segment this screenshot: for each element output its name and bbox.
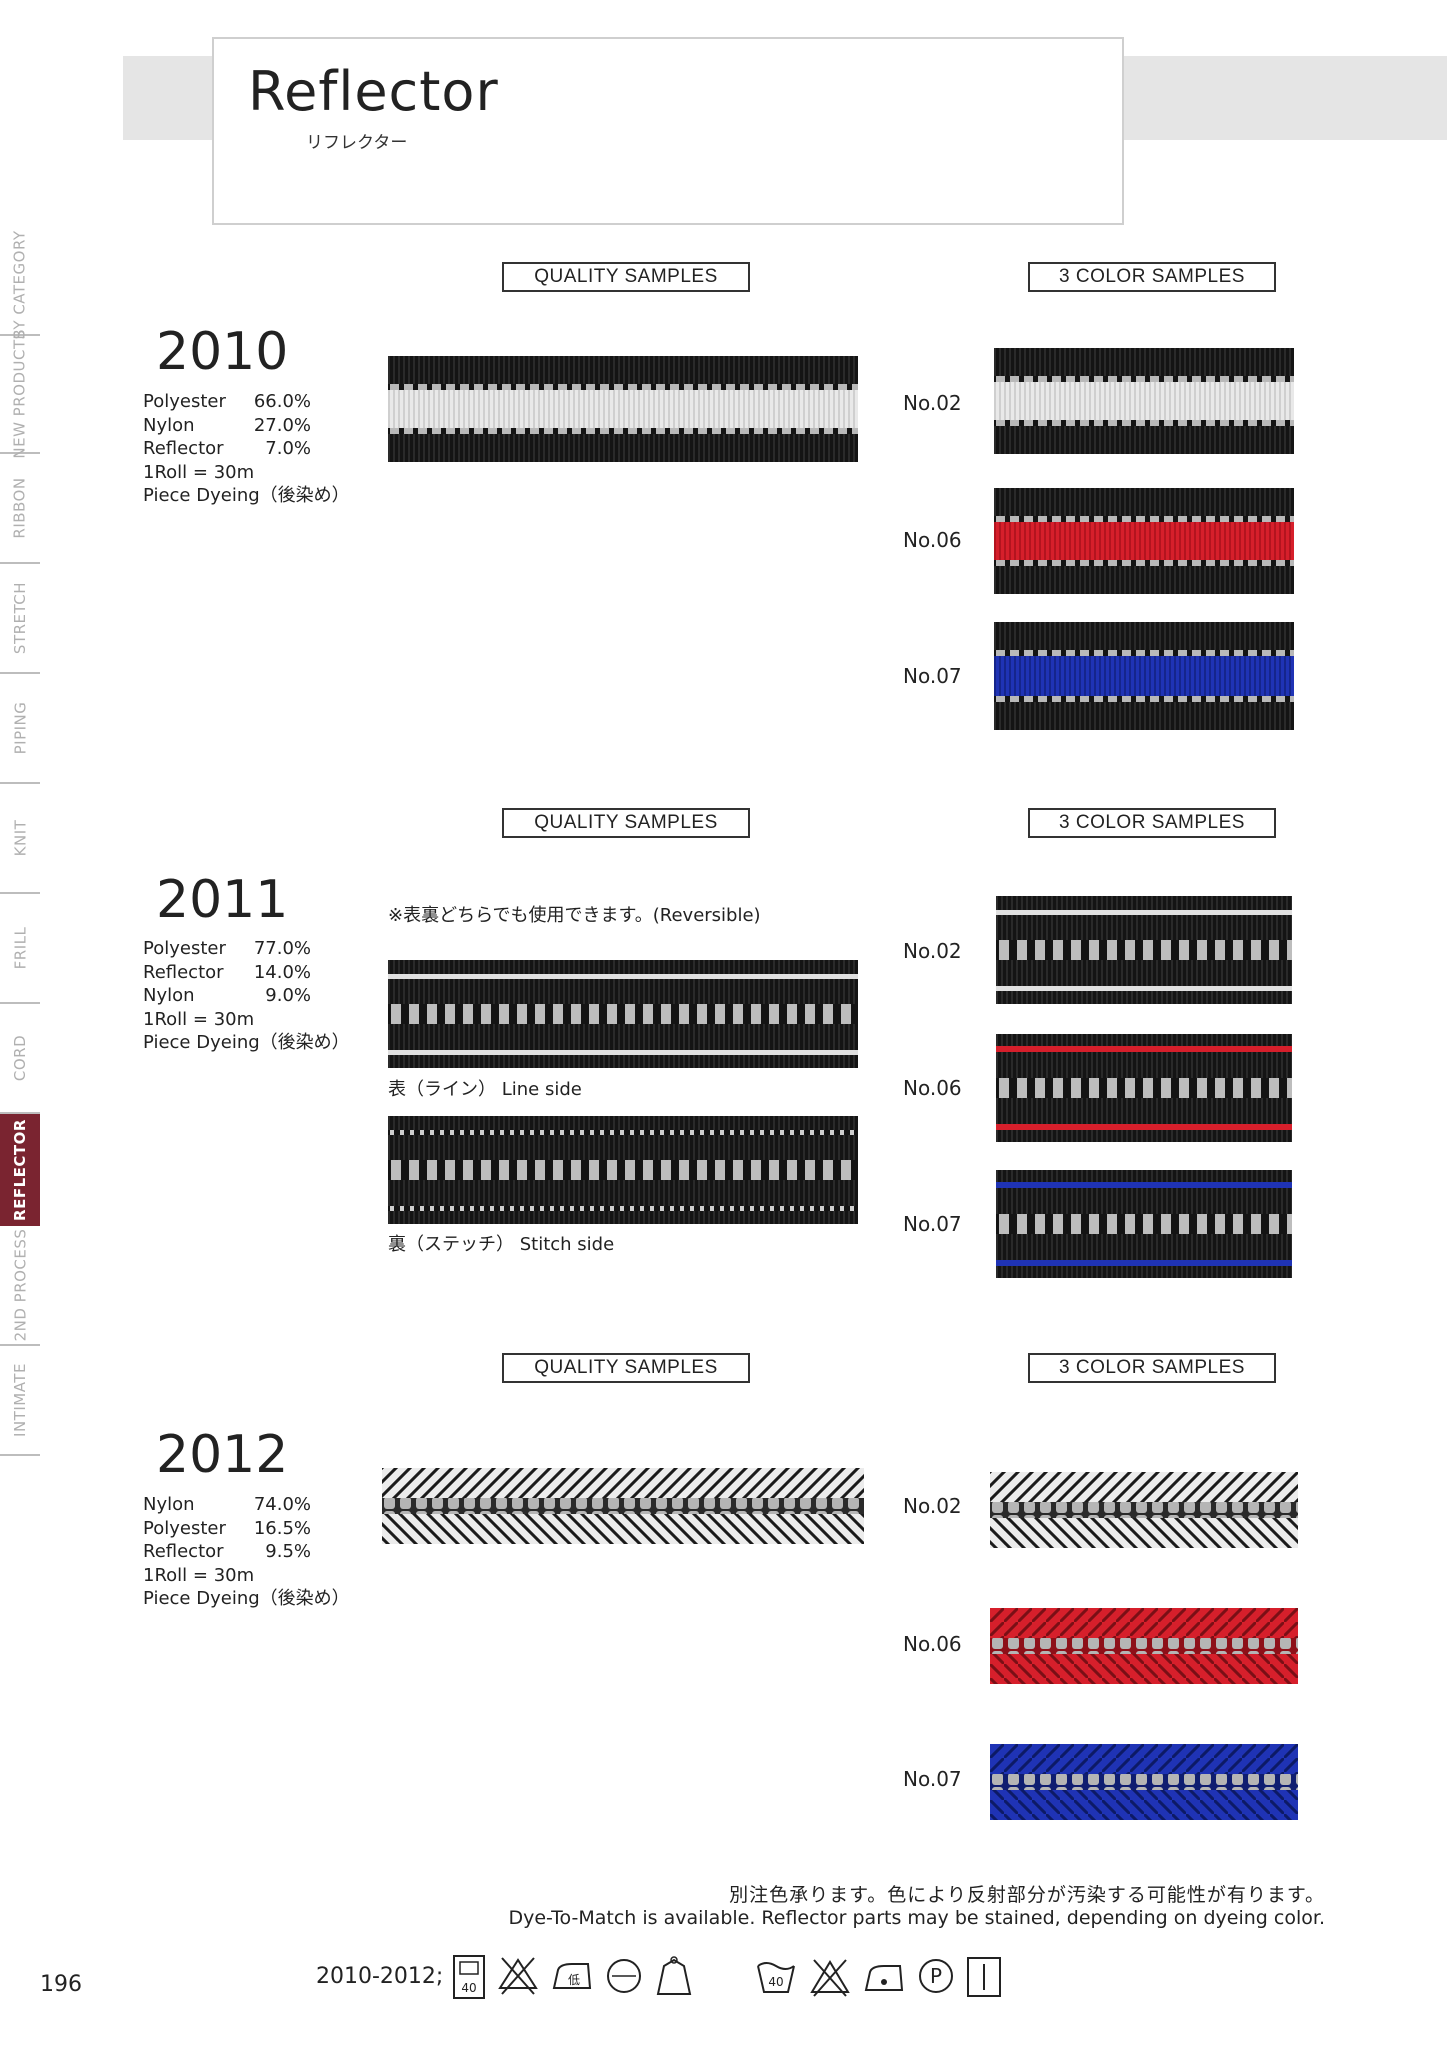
product-specs: Polyester 77.0% Reflector 14.0% Nylon 9.0% … <box>143 938 350 1053</box>
color-samples-label: 3 COLOR SAMPLES <box>1028 262 1276 292</box>
no-bleach-icon <box>498 1957 538 1995</box>
roll-length: 1Roll = 30m <box>143 1008 255 1030</box>
sidebar-item-label: 2ND PROCESS <box>11 1228 30 1342</box>
sidebar-item-2nd-process[interactable]: 2ND PROCESS <box>0 1226 40 1346</box>
tape-sample-2011-no06 <box>996 1034 1292 1142</box>
product-code: 2011 <box>156 870 289 930</box>
sidebar-item-reflector[interactable]: REFLECTOR <box>0 1114 40 1226</box>
svg-text:低: 低 <box>568 1973 580 1987</box>
line-dry-icon <box>967 1957 1001 1997</box>
sidebar-item-label: FRILL <box>11 926 30 970</box>
footer-note-ja: 別注色承ります。色により反射部分が汚染する可能性が有ります。 <box>729 1884 1325 1906</box>
sidebar-item-label: CORD <box>11 1034 30 1082</box>
color-number: No.06 <box>903 528 962 552</box>
dyeing-method: Piece Dyeing（後染め） <box>143 1032 350 1053</box>
hand-wash-40-icon: 40 <box>453 1955 485 1999</box>
line-side-caption: 表（ライン） Line side <box>388 1079 582 1100</box>
product-code: 2010 <box>156 322 289 382</box>
svg-text:P: P <box>930 1964 942 1988</box>
color-number: No.02 <box>903 391 962 415</box>
product-specs: Polyester 66.0% Nylon 27.0% Reflector 7.0% … <box>143 391 350 506</box>
sidebar-item-label: BY CATEGORY <box>11 230 30 340</box>
tape-sample-2010-no06 <box>994 488 1294 594</box>
sidebar-item-ribbon[interactable]: RIBBON <box>0 454 40 564</box>
sidebar-item-cord[interactable]: CORD <box>0 1004 40 1114</box>
tape-sample-2011-no02 <box>996 896 1292 1004</box>
page-number: 196 <box>40 1972 82 1997</box>
tape-sample-2012-quality <box>382 1468 864 1544</box>
wash-40-icon: 40 <box>757 1962 795 1993</box>
stitch-side-caption: 裏（ステッチ） Stitch side <box>388 1234 615 1255</box>
dyeing-method: Piece Dyeing（後染め） <box>143 485 350 506</box>
dry-clean-icon <box>607 1959 641 1993</box>
tape-sample-2011-stitch-side <box>388 1116 858 1224</box>
sidebar-item-intimate[interactable]: INTIMATE <box>0 1346 40 1456</box>
tape-sample-2012-no07 <box>990 1744 1298 1820</box>
color-number: No.06 <box>903 1632 962 1656</box>
tape-sample-2010-no07 <box>994 622 1294 730</box>
roll-length: 1Roll = 30m <box>143 461 255 483</box>
sidebar-item-label: RIBBON <box>11 477 30 539</box>
color-number: No.02 <box>903 939 962 963</box>
color-samples-label: 3 COLOR SAMPLES <box>1028 808 1276 838</box>
sidebar-item-frill[interactable]: FRILL <box>0 894 40 1004</box>
tape-sample-2010-quality <box>388 356 858 462</box>
color-samples-label: 3 COLOR SAMPLES <box>1028 1353 1276 1383</box>
roll-length: 1Roll = 30m <box>143 1564 255 1586</box>
svg-text:40: 40 <box>768 1975 783 1989</box>
tape-sample-2010-no02 <box>994 348 1294 454</box>
sidebar-item-label: REFLECTOR <box>11 1119 30 1221</box>
color-number: No.07 <box>903 1767 962 1791</box>
product-specs: Nylon 74.0% Polyester 16.5% Reflector 9.5% … <box>143 1494 350 1609</box>
sidebar-item-stretch[interactable]: STRETCH <box>0 564 40 674</box>
header-box <box>212 37 1124 225</box>
quality-samples-label: QUALITY SAMPLES <box>502 262 750 292</box>
tape-sample-2011-no07 <box>996 1170 1292 1278</box>
footer-note-en: Dye-To-Match is available. Reflector par… <box>508 1907 1325 1929</box>
quality-samples-label: QUALITY SAMPLES <box>502 808 750 838</box>
tape-sample-2011-line-side <box>388 960 858 1068</box>
care-icons: 40 低 40 P <box>452 1952 1002 2002</box>
iron-low-icon: 低 <box>552 1963 592 1989</box>
reversible-note: ※表裏どちらでも使用できます。(Reversible) <box>388 905 761 926</box>
sidebar-item-label: PIPING <box>11 701 30 755</box>
sidebar-item-label: INTIMATE <box>11 1363 30 1437</box>
hang-dry-icon <box>656 1956 692 1995</box>
sidebar-item-label: NEW PRODUCTS <box>11 329 30 459</box>
sidebar-item-new-products[interactable]: NEW PRODUCTS <box>0 329 40 459</box>
care-label-range: 2010-2012; <box>316 1964 444 1989</box>
dry-clean-p-icon: P <box>919 1959 953 1993</box>
sidebar-item-by-category[interactable]: BY CATEGORY <box>0 230 40 340</box>
color-number: No.06 <box>903 1076 962 1100</box>
sidebar-item-knit[interactable]: KNIT <box>0 784 40 894</box>
no-chlorine-icon <box>810 1959 850 1997</box>
page-subtitle: リフレクター <box>306 133 408 152</box>
color-number: No.07 <box>903 664 962 688</box>
sidebar-item-label: KNIT <box>11 819 29 857</box>
sidebar-item-label: STRETCH <box>11 581 29 655</box>
svg-text:40: 40 <box>461 1981 476 1995</box>
tape-sample-2012-no02 <box>990 1472 1298 1548</box>
color-number: No.02 <box>903 1494 962 1518</box>
dyeing-method: Piece Dyeing（後染め） <box>143 1588 350 1609</box>
color-number: No.07 <box>903 1212 962 1236</box>
product-code: 2012 <box>156 1425 289 1485</box>
quality-samples-label: QUALITY SAMPLES <box>502 1353 750 1383</box>
tape-sample-2012-no06 <box>990 1608 1298 1684</box>
page-title: Reflector <box>248 60 499 123</box>
sidebar-item-piping[interactable]: PIPING <box>0 674 40 784</box>
iron-icon <box>864 1965 904 1991</box>
